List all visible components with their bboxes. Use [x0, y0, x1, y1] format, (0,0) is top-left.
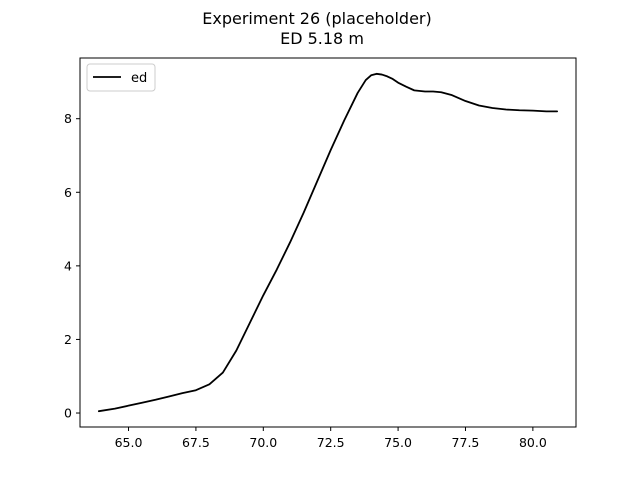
x-tick-label: 72.5: [317, 435, 345, 450]
y-tick-label: 8: [64, 111, 72, 126]
x-tick-label: 80.0: [519, 435, 547, 450]
plot-frame: [79, 57, 577, 428]
y-axis: 0 2 4 6 8: [64, 111, 80, 421]
legend-label-ed: ed: [131, 71, 147, 86]
x-tick-label: 67.5: [182, 435, 210, 450]
series-layer: [97, 72, 559, 413]
y-tick-label: 0: [64, 406, 72, 421]
y-tick-label: 4: [64, 258, 72, 273]
x-tick-label: 77.5: [452, 435, 480, 450]
x-tick-label: 75.0: [384, 435, 412, 450]
x-tick-label: 65.0: [115, 435, 143, 450]
chart-subtitle: ED 5.18 m: [280, 29, 364, 48]
legend: ed: [86, 63, 156, 92]
chart-title: Experiment 26 (placeholder): [202, 9, 431, 28]
plot-area: [80, 58, 576, 427]
x-tick-label: 70.0: [249, 435, 277, 450]
y-tick-label: 6: [64, 185, 72, 200]
y-tick-label: 2: [64, 332, 72, 347]
x-axis: 65.0 67.5 70.0 72.5 75.0 77.5 80.0: [115, 427, 547, 450]
series-line-ed: [97, 72, 559, 413]
plot-background: [80, 58, 576, 427]
